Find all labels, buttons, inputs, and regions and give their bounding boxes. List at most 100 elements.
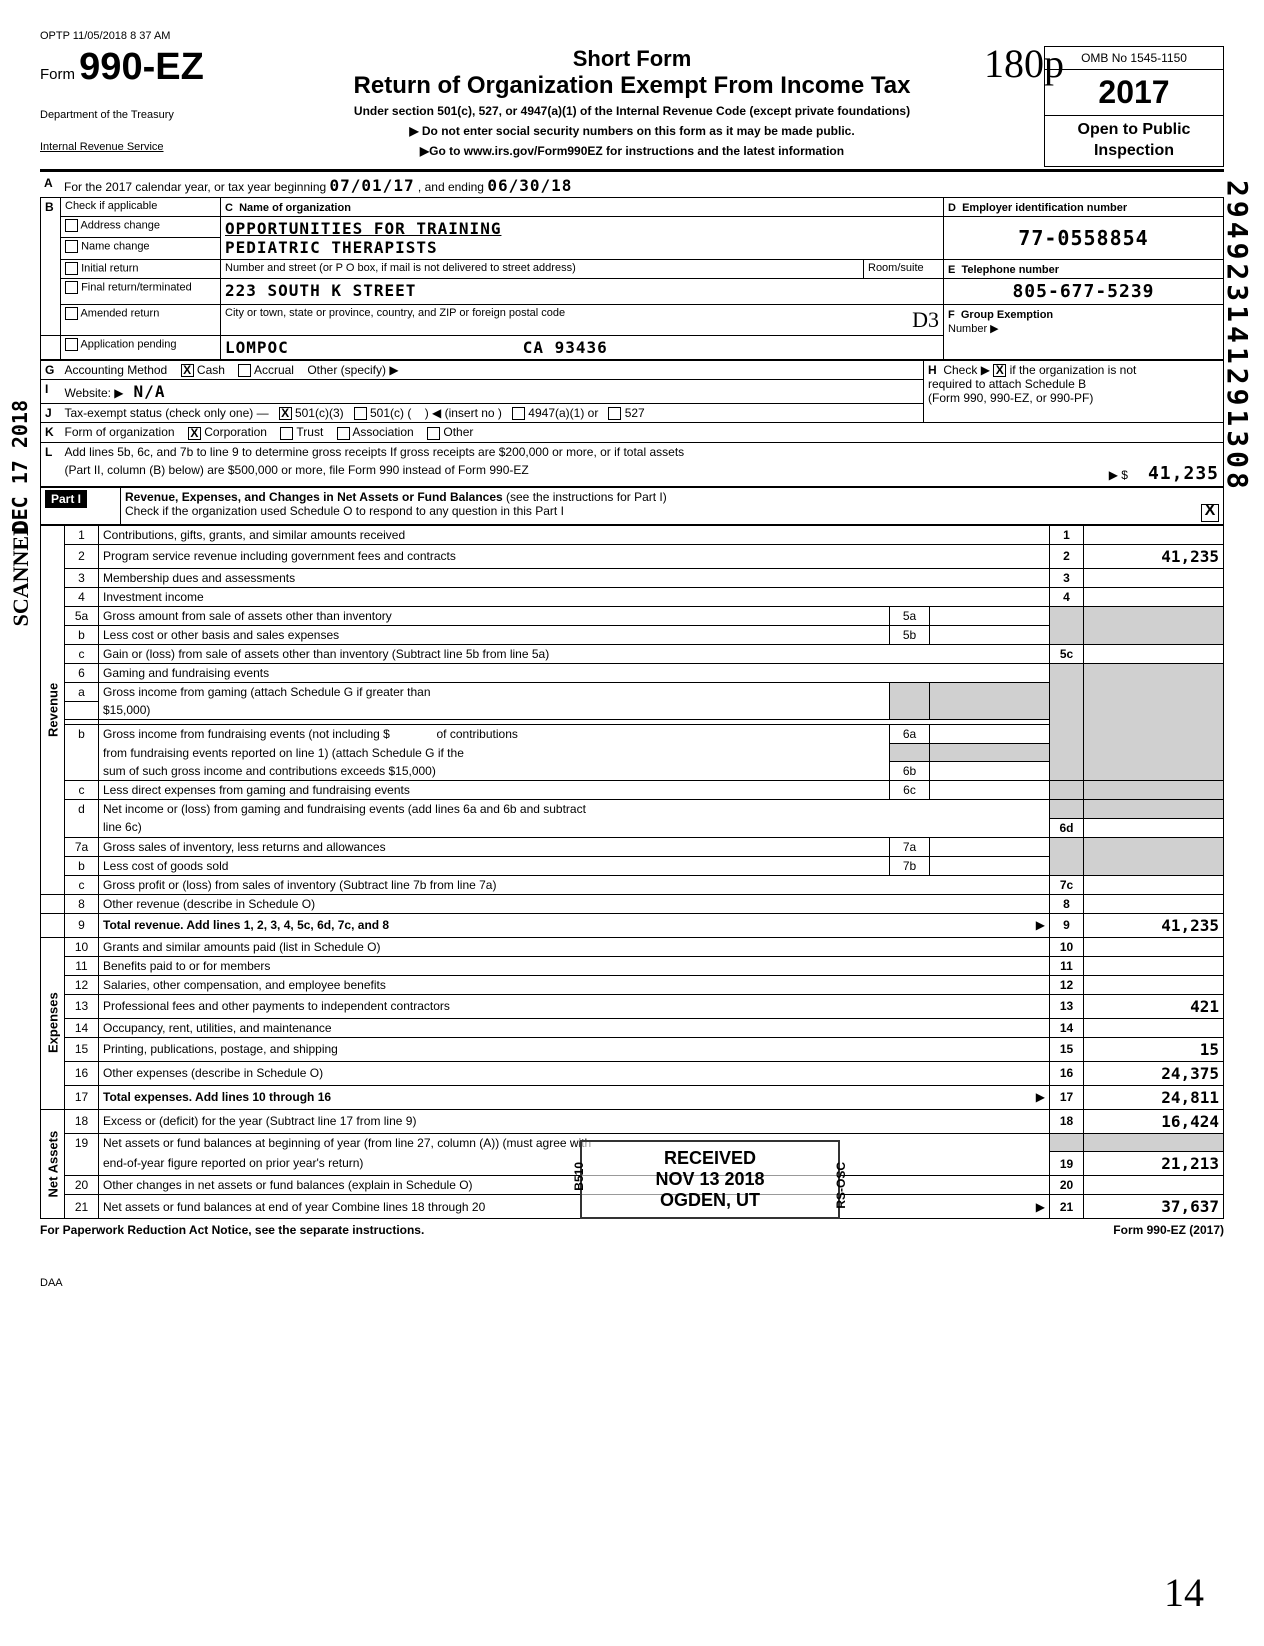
chk-corp[interactable]: X bbox=[188, 427, 201, 440]
chk-trust[interactable] bbox=[280, 427, 293, 440]
chk-4947[interactable] bbox=[512, 407, 525, 420]
l10-rn: 10 bbox=[1050, 937, 1084, 956]
chk-cash[interactable]: X bbox=[181, 364, 194, 377]
chk-amended[interactable]: Amended return bbox=[61, 304, 221, 335]
accounting-method: Accounting Method X Cash Accrual Other (… bbox=[61, 360, 924, 379]
l9-num: 9 bbox=[65, 913, 99, 937]
l11-rn: 11 bbox=[1050, 956, 1084, 975]
l2-num: 2 bbox=[65, 544, 99, 568]
l7a-num: 7a bbox=[65, 837, 99, 856]
l12-val bbox=[1084, 975, 1224, 994]
l5c-rn: 5c bbox=[1050, 644, 1084, 663]
footer-daa: DAA bbox=[40, 1277, 1224, 1289]
website-row: Website: ▶ N/A bbox=[61, 379, 924, 403]
city-value: LOMPOC CA 93436 bbox=[221, 335, 944, 359]
barcode-number: 294923141291308 bbox=[1221, 180, 1254, 493]
l6b-sn: 6b bbox=[890, 762, 930, 781]
label-c: C Name of organization bbox=[225, 202, 351, 214]
label-f: F Group Exemption bbox=[948, 309, 1053, 321]
chk-other[interactable] bbox=[427, 427, 440, 440]
row-l-arrow: ▶ $ bbox=[1109, 468, 1128, 482]
l20-rn: 20 bbox=[1050, 1176, 1084, 1195]
l13-val: 421 bbox=[1084, 994, 1224, 1018]
l2-desc: Program service revenue including govern… bbox=[99, 544, 1050, 568]
l5c-val bbox=[1084, 644, 1224, 663]
l6d-rn: 6d bbox=[1050, 818, 1084, 837]
l5b-desc: Less cost or other basis and sales expen… bbox=[99, 625, 890, 644]
chk-501c[interactable] bbox=[354, 407, 367, 420]
l4-desc: Investment income bbox=[99, 587, 1050, 606]
part-i-label: Part I bbox=[45, 490, 87, 508]
l16-rn: 16 bbox=[1050, 1061, 1084, 1085]
chk-initial-return[interactable]: Initial return bbox=[61, 259, 221, 278]
l1-num: 1 bbox=[65, 525, 99, 544]
l9-desc: Total revenue. Add lines 1, 2, 3, 4, 5c,… bbox=[99, 913, 1050, 937]
l5c-desc: Gain or (loss) from sale of assets other… bbox=[99, 644, 1050, 663]
l6d-val bbox=[1084, 818, 1224, 837]
chk-assoc[interactable] bbox=[337, 427, 350, 440]
stamp-received-text: RECEIVED bbox=[600, 1148, 820, 1169]
l7b-desc: Less cost of goods sold bbox=[99, 856, 890, 875]
chk-501c3[interactable]: X bbox=[279, 407, 292, 420]
chk-h[interactable]: X bbox=[993, 364, 1006, 377]
l13-num: 13 bbox=[65, 994, 99, 1018]
l1-val bbox=[1084, 525, 1224, 544]
ssn-warning: ▶ Do not enter social security numbers o… bbox=[240, 124, 1024, 138]
l14-rn: 14 bbox=[1050, 1018, 1084, 1037]
l14-desc: Occupancy, rent, utilities, and maintena… bbox=[99, 1018, 1050, 1037]
handwritten-d3: D3 bbox=[912, 307, 939, 333]
chk-final-return[interactable]: Final return/terminated bbox=[61, 278, 221, 304]
l3-desc: Membership dues and assessments bbox=[99, 568, 1050, 587]
l15-val: 15 bbox=[1084, 1037, 1224, 1061]
chk-name-change[interactable]: Name change bbox=[61, 238, 221, 260]
l5b-num: b bbox=[65, 625, 99, 644]
l10-val bbox=[1084, 937, 1224, 956]
row-l-value: 41,235 bbox=[1148, 463, 1219, 484]
chk-address-change[interactable]: Address change bbox=[61, 216, 221, 238]
dept-treasury: Department of the Treasury bbox=[40, 109, 220, 121]
l8-num: 8 bbox=[65, 894, 99, 913]
phone-value: 805-677-5239 bbox=[944, 278, 1224, 304]
form-of-org-row: Form of organization X Corporation Trust… bbox=[61, 423, 1224, 442]
l15-desc: Printing, publications, postage, and shi… bbox=[99, 1037, 1050, 1061]
label-i: I bbox=[41, 379, 61, 403]
l1-rn: 1 bbox=[1050, 525, 1084, 544]
l1-desc: Contributions, gifts, grants, and simila… bbox=[99, 525, 1050, 544]
label-b: B bbox=[41, 197, 61, 335]
l6a-desc: Gross income from gaming (attach Schedul… bbox=[99, 682, 890, 701]
left-date-stamp: DEC 17 2018 bbox=[8, 400, 32, 532]
l17-num: 17 bbox=[65, 1085, 99, 1109]
l3-num: 3 bbox=[65, 568, 99, 587]
l6c-desc: Less direct expenses from gaming and fun… bbox=[99, 781, 890, 800]
chk-app-pending[interactable]: Application pending bbox=[61, 335, 221, 359]
l16-desc: Other expenses (describe in Schedule O) bbox=[99, 1061, 1050, 1085]
l7b-sn: 7b bbox=[890, 856, 930, 875]
l20-val bbox=[1084, 1176, 1224, 1195]
l21-val: 37,637 bbox=[1084, 1195, 1224, 1219]
l19-val: 21,213 bbox=[1084, 1152, 1224, 1176]
l6-num: 6 bbox=[65, 663, 99, 682]
l6a-desc2: $15,000) bbox=[99, 701, 890, 720]
city-label: City or town, state or province, country… bbox=[221, 304, 944, 335]
chk-accrual[interactable] bbox=[238, 364, 251, 377]
l9-val: 41,235 bbox=[1084, 913, 1224, 937]
handwritten-bottom: 14 bbox=[1164, 1569, 1204, 1616]
l7a-sn: 7a bbox=[890, 837, 930, 856]
l6b-num: b bbox=[65, 725, 99, 744]
label-g: G bbox=[41, 360, 61, 379]
l6d-num: d bbox=[65, 800, 99, 819]
period-text: For the 2017 calendar year, or tax year … bbox=[60, 174, 1224, 197]
l4-rn: 4 bbox=[1050, 587, 1084, 606]
chk-527[interactable] bbox=[608, 407, 621, 420]
row-l-text2: (Part II, column (B) below) are $500,000… bbox=[61, 461, 924, 487]
l12-rn: 12 bbox=[1050, 975, 1084, 994]
footer-form: Form 990-EZ (2017) bbox=[1113, 1223, 1224, 1237]
part-i-see: (see the instructions for Part I) bbox=[506, 490, 667, 504]
l4-val bbox=[1084, 587, 1224, 606]
l5c-num: c bbox=[65, 644, 99, 663]
chk-schedule-o[interactable]: X bbox=[1201, 504, 1219, 522]
tax-exempt-row: Tax-exempt status (check only one) — X 5… bbox=[61, 403, 924, 422]
l18-num: 18 bbox=[65, 1109, 99, 1133]
part-i-title: Revenue, Expenses, and Changes in Net As… bbox=[125, 490, 503, 504]
l10-desc: Grants and similar amounts paid (list in… bbox=[99, 937, 1050, 956]
